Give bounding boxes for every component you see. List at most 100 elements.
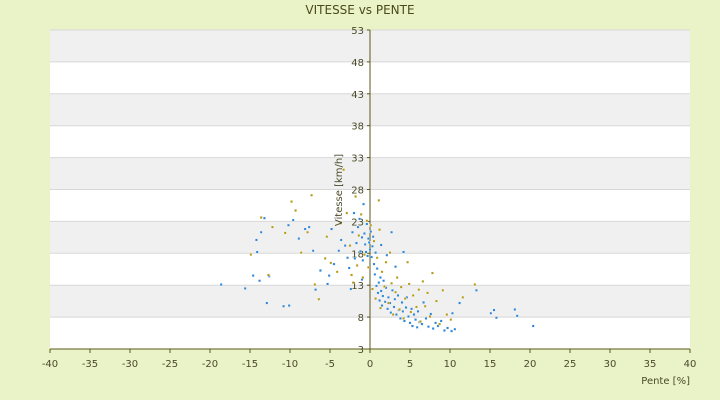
data-point bbox=[359, 250, 362, 253]
data-point bbox=[416, 310, 420, 313]
data-point bbox=[374, 251, 377, 255]
data-point bbox=[373, 273, 377, 276]
data-point bbox=[355, 241, 358, 245]
x-tick-label: -5 bbox=[325, 359, 335, 370]
data-point bbox=[390, 281, 393, 285]
data-point bbox=[367, 237, 370, 240]
data-point bbox=[259, 230, 263, 234]
data-point bbox=[449, 318, 453, 322]
data-point bbox=[361, 258, 365, 262]
data-point bbox=[251, 274, 255, 277]
data-point bbox=[438, 322, 441, 326]
data-point bbox=[404, 306, 408, 309]
data-point bbox=[388, 251, 392, 255]
data-point bbox=[408, 321, 412, 325]
data-point bbox=[287, 223, 290, 227]
data-point bbox=[297, 237, 301, 240]
data-point bbox=[423, 304, 427, 308]
data-point bbox=[399, 317, 402, 320]
data-point bbox=[446, 326, 449, 330]
data-point bbox=[371, 235, 375, 239]
data-point bbox=[402, 317, 405, 320]
data-point bbox=[255, 238, 258, 242]
x-tick-label: -35 bbox=[82, 359, 98, 370]
data-point bbox=[271, 225, 274, 229]
data-point bbox=[427, 325, 430, 329]
data-point bbox=[356, 225, 360, 229]
data-point bbox=[406, 260, 409, 264]
x-tick-label: 20 bbox=[524, 359, 537, 370]
data-point bbox=[375, 256, 379, 260]
data-point bbox=[337, 249, 341, 253]
data-point bbox=[451, 311, 454, 315]
data-point bbox=[419, 320, 422, 323]
data-point bbox=[495, 316, 498, 320]
data-point bbox=[259, 216, 263, 219]
y-tick-label: 33 bbox=[351, 154, 364, 165]
data-point bbox=[384, 260, 388, 264]
data-point bbox=[420, 322, 424, 326]
data-point bbox=[379, 289, 383, 293]
data-point bbox=[345, 211, 349, 215]
data-point bbox=[374, 297, 377, 300]
data-point bbox=[379, 276, 382, 279]
data-point bbox=[372, 239, 376, 243]
data-point bbox=[431, 271, 434, 275]
data-point bbox=[363, 243, 367, 246]
data-point bbox=[395, 276, 399, 279]
data-point bbox=[383, 285, 386, 288]
data-point bbox=[354, 195, 357, 198]
x-tick-label: 10 bbox=[444, 359, 457, 370]
data-point bbox=[362, 202, 365, 206]
data-point bbox=[489, 311, 493, 315]
data-point bbox=[311, 249, 315, 253]
data-point bbox=[378, 299, 381, 302]
data-point bbox=[387, 301, 390, 305]
data-point bbox=[306, 230, 309, 234]
data-point bbox=[351, 230, 354, 234]
data-point bbox=[347, 266, 351, 270]
data-point bbox=[358, 217, 361, 221]
data-point bbox=[339, 238, 343, 242]
x-tick-label: 5 bbox=[407, 359, 413, 370]
data-point bbox=[387, 295, 390, 299]
data-point bbox=[435, 299, 438, 303]
data-point bbox=[475, 288, 478, 292]
data-point bbox=[287, 304, 291, 307]
x-axis-label: Pente [%] bbox=[641, 376, 690, 387]
data-point bbox=[429, 312, 433, 316]
data-point bbox=[382, 279, 385, 283]
data-point bbox=[380, 270, 384, 274]
y-tick-label: 13 bbox=[351, 281, 364, 292]
data-point bbox=[513, 308, 517, 311]
data-point bbox=[445, 313, 449, 316]
data-point bbox=[323, 257, 327, 260]
y-tick-label: 23 bbox=[351, 217, 364, 228]
data-point bbox=[392, 305, 396, 309]
data-point bbox=[421, 280, 425, 283]
data-point bbox=[255, 250, 259, 254]
data-point bbox=[375, 284, 378, 288]
data-point bbox=[394, 265, 397, 269]
data-point bbox=[378, 228, 381, 232]
data-point bbox=[330, 227, 333, 231]
data-point bbox=[394, 290, 397, 294]
data-point bbox=[453, 327, 457, 331]
data-point bbox=[364, 250, 368, 254]
data-point bbox=[443, 329, 446, 332]
data-point bbox=[407, 282, 411, 286]
data-point bbox=[291, 218, 295, 222]
data-point bbox=[492, 308, 496, 312]
data-point bbox=[461, 295, 465, 299]
x-tick-label: -10 bbox=[282, 359, 298, 370]
x-tick-label: -15 bbox=[242, 359, 258, 370]
data-point bbox=[335, 270, 339, 274]
data-point bbox=[368, 248, 372, 251]
x-tick-label: 35 bbox=[644, 359, 657, 370]
data-point bbox=[313, 283, 317, 286]
data-point bbox=[348, 244, 352, 247]
x-tick-label: -25 bbox=[162, 359, 178, 370]
data-point bbox=[365, 219, 369, 223]
data-point bbox=[258, 279, 261, 283]
x-tick-label: 0 bbox=[367, 359, 373, 370]
